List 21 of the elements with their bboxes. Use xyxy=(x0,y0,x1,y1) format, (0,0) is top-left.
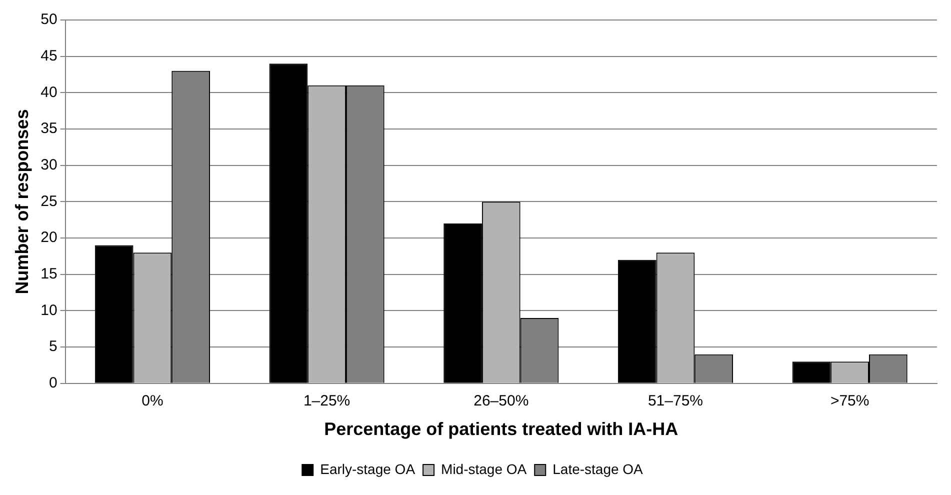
y-tick-label: 0 xyxy=(48,374,58,392)
y-axis-title: Number of responses xyxy=(12,109,32,294)
x-axis-title: Percentage of patients treated with IA-HA xyxy=(324,419,678,440)
legend-label: Early-stage OA xyxy=(320,460,416,477)
y-tick-label: 45 xyxy=(40,47,58,64)
y-tick-label: 15 xyxy=(40,266,58,283)
legend-label: Mid-stage OA xyxy=(441,460,528,477)
y-tick-label: 30 xyxy=(40,156,58,174)
y-tick-label: 25 xyxy=(40,192,58,210)
y-tick-label: 35 xyxy=(40,120,58,138)
y-tick-label: 50 xyxy=(40,11,58,28)
x-tick-label: 26–50% xyxy=(474,392,529,410)
y-tick-label: 40 xyxy=(40,84,58,101)
y-tick-label: 5 xyxy=(48,338,58,356)
x-tick-label: 0% xyxy=(142,392,164,410)
x-tick-label: 1–25% xyxy=(303,392,350,410)
legend-label: Late-stage OA xyxy=(552,460,644,477)
x-tick-label: 51–75% xyxy=(648,392,704,410)
y-tick-label: 20 xyxy=(40,229,58,246)
x-tick-label: >75% xyxy=(830,392,870,410)
y-tick-label: 10 xyxy=(40,302,58,319)
